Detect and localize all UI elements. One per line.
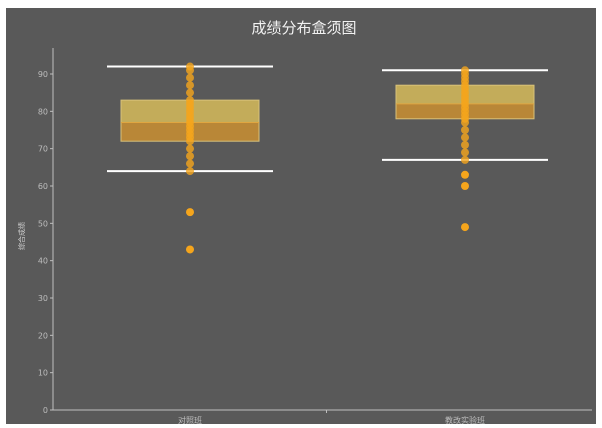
data-point	[186, 62, 194, 71]
data-point	[461, 126, 469, 134]
data-point	[186, 81, 194, 90]
y-tick-label: 90	[38, 70, 48, 79]
chart-frame: 成绩分布盒须图 0 10 20 30 40 50 60 70 80 90 对照班 教改实验班 综合成…	[6, 8, 596, 424]
y-axis-label: 综合成绩	[17, 222, 26, 250]
data-point	[186, 96, 194, 105]
axes: 0 10 20 30 40 50 60 70 80 90	[38, 48, 592, 415]
outlier-point	[461, 170, 469, 179]
y-tick-label: 0	[43, 406, 48, 415]
data-point	[186, 159, 194, 168]
data-point	[186, 167, 194, 176]
y-tick-label: 10	[38, 369, 48, 378]
box-plot-chart: 成绩分布盒须图 0 10 20 30 40 50 60 70 80 90 对照班 教改实验班 综合成…	[17, 19, 592, 424]
data-point	[461, 148, 469, 157]
y-tick-label: 30	[38, 294, 48, 303]
data-point	[186, 152, 194, 161]
y-tick-label: 60	[38, 182, 48, 191]
data-point	[461, 66, 469, 75]
y-tick-label: 70	[38, 145, 48, 154]
y-tick-label: 40	[38, 257, 48, 266]
box-group-1: 对照班	[107, 62, 273, 424]
data-point	[461, 155, 469, 164]
data-point	[461, 133, 469, 142]
y-tick-label: 50	[38, 219, 48, 228]
data-point	[461, 140, 469, 149]
y-tick-label: 20	[38, 331, 48, 340]
chart-title: 成绩分布盒须图	[251, 19, 356, 37]
outlier-point	[186, 245, 194, 254]
outlier-point	[461, 223, 469, 232]
outlier-point	[461, 182, 469, 190]
y-tick-label: 80	[38, 107, 48, 116]
outlier-point	[186, 208, 194, 217]
data-point	[186, 88, 194, 97]
data-point	[186, 73, 194, 82]
x-tick-label: 教改实验班	[445, 415, 485, 424]
x-tick-label: 对照班	[178, 415, 202, 424]
box-group-2: 教改实验班	[382, 66, 548, 424]
boxes: 对照班 教改实验班	[107, 62, 548, 424]
data-point	[186, 144, 194, 153]
